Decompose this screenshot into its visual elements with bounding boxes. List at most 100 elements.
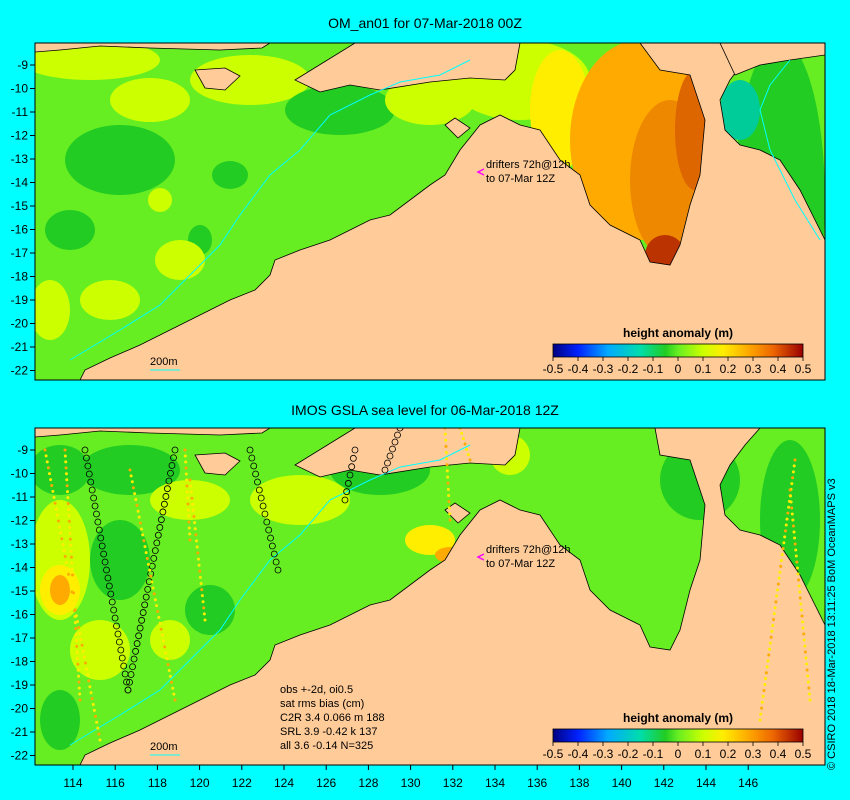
colorbar-tick-label: 0.5 <box>795 747 812 761</box>
lat-tick-label: -22 <box>11 749 29 763</box>
lat-tick-label: -16 <box>11 608 29 622</box>
colorbar-tick-label: 0.4 <box>770 747 787 761</box>
lat-tick-label: -20 <box>11 702 29 716</box>
lat-tick-label: -9 <box>17 443 28 457</box>
lon-tick-label: 128 <box>358 776 378 790</box>
colorbar-tick-label: -0.3 <box>593 747 614 761</box>
lon-axis: 114 116 118 120 122 124 126 128 130 132 134 136 138 1… <box>63 765 759 790</box>
lat-tick-label: -20 <box>11 317 29 331</box>
colorbar-tick-label: 0.2 <box>720 362 737 376</box>
lon-tick-label: 114 <box>63 776 82 790</box>
top-drifters-line1: drifters 72h@12h <box>486 159 571 171</box>
obs-line1: obs +-2d, oi0.5 <box>280 684 353 696</box>
colorbar-tick-label: 0.2 <box>720 747 737 761</box>
lat-tick-label: -9 <box>17 58 28 72</box>
top-map-frame <box>34 42 826 381</box>
colorbar-tick-label: -0.4 <box>568 362 589 376</box>
lon-tick-label: 138 <box>569 776 589 790</box>
lat-tick-label: -21 <box>11 340 29 354</box>
lon-tick-label: 142 <box>654 776 674 790</box>
colorbar-tick-label: -0.3 <box>593 362 614 376</box>
top-legend-title: height anomaly (m) <box>623 326 733 340</box>
lon-tick-label: 130 <box>401 776 421 790</box>
colorbar-tick-label: 0.5 <box>795 362 812 376</box>
lat-tick-label: -15 <box>11 584 29 598</box>
lat-tick-label: -19 <box>11 678 29 692</box>
colorbar-tick-label: -0.1 <box>643 362 664 376</box>
obs-line2: sat rms bias (cm) <box>280 698 364 710</box>
lat-tick-label: -11 <box>12 490 29 504</box>
lat-tick-label: -18 <box>11 270 29 284</box>
lon-tick-label: 118 <box>148 776 167 790</box>
colorbar-tick-label: 0.1 <box>695 747 712 761</box>
top-map <box>35 43 825 380</box>
colorbar-tick-label: -0.2 <box>618 362 639 376</box>
colorbar-tick-label: -0.5 <box>543 362 564 376</box>
colorbar-tick-label: 0.3 <box>745 362 762 376</box>
top-contour-label: 200m <box>150 356 178 368</box>
lat-tick-label: -12 <box>11 514 29 528</box>
bottom-drifters-line2: to 07-Mar 12Z <box>486 558 555 570</box>
top-panel-title: OM_an01 for 07-Mar-2018 00Z <box>328 15 522 31</box>
lon-tick-label: 116 <box>106 776 125 790</box>
land <box>35 43 825 380</box>
lon-tick-label: 144 <box>696 776 716 790</box>
bottom-lat-axis: -9 -10 -11 -12 -13 -14 -15 -16 -17 -18 -19 -20 -21 -2… <box>11 443 35 763</box>
lat-tick-label: -13 <box>11 537 29 551</box>
lon-tick-label: 124 <box>274 776 294 790</box>
bottom-map-frame <box>34 427 826 766</box>
obs-line4: SRL 3.9 -0.42 k 137 <box>280 726 377 738</box>
lat-tick-label: -10 <box>11 467 29 481</box>
bottom-contour-label: 200m <box>150 741 178 753</box>
lat-tick-label: -14 <box>11 176 29 190</box>
contour-200m <box>69 59 471 361</box>
bottom-colorbar <box>552 728 804 743</box>
lat-tick-label: -13 <box>11 152 29 166</box>
lat-tick-label: -11 <box>12 105 29 119</box>
lon-tick-label: 126 <box>316 776 336 790</box>
drifter-marker-bottom <box>476 553 485 561</box>
obs-line3: C2R 3.4 0.066 m 188 <box>280 712 385 724</box>
land-bottom <box>35 428 825 765</box>
colorbar-tick-label: 0.4 <box>770 362 787 376</box>
lat-tick-label: -16 <box>11 223 29 237</box>
lon-tick-label: 132 <box>443 776 463 790</box>
lat-tick-label: -17 <box>11 246 29 260</box>
bottom-drifters-line1: drifters 72h@12h <box>486 544 571 556</box>
colorbar-tick-label: -0.2 <box>618 747 639 761</box>
lat-tick-label: -10 <box>11 82 29 96</box>
contour-200m-bottom <box>69 444 471 746</box>
top-lat-axis: -9 -10 -11 -12 -13 -14 -15 -16 -17 -18 -19 -20 -21 -2… <box>11 58 35 378</box>
top-colorbar-ticks: -0.5 -0.4 -0.3 -0.2 -0.1 0 0.1 0.2 0.3 0.4 0.5 <box>543 357 812 376</box>
lon-tick-label: 120 <box>190 776 210 790</box>
lat-tick-label: -14 <box>11 561 29 575</box>
bottom-panel-title: IMOS GSLA sea level for 06-Mar-2018 12Z <box>291 402 559 418</box>
lat-tick-label: -19 <box>11 293 29 307</box>
lon-tick-label: 146 <box>738 776 758 790</box>
colorbar-tick-label: -0.1 <box>643 747 664 761</box>
top-drifters-line2: to 07-Mar 12Z <box>486 173 555 185</box>
lat-tick-label: -22 <box>11 364 29 378</box>
obs-line5: all 3.6 -0.14 N=325 <box>280 740 373 752</box>
colorbar-tick-label: -0.5 <box>543 747 564 761</box>
lat-tick-label: -17 <box>11 631 29 645</box>
lon-tick-label: 122 <box>232 776 252 790</box>
drifter-marker <box>476 168 485 176</box>
bottom-legend-title: height anomaly (m) <box>623 711 733 725</box>
bottom-map <box>35 428 825 765</box>
lat-tick-label: -21 <box>11 725 29 739</box>
bottom-colorbar-ticks: -0.5 -0.4 -0.3 -0.2 -0.1 0 0.1 0.2 0.3 0.4 0.5 <box>543 742 812 761</box>
colorbar-tick-label: 0.3 <box>745 747 762 761</box>
colorbar-tick-label: -0.4 <box>568 747 589 761</box>
colorbar-tick-label: 0 <box>675 747 682 761</box>
lat-tick-label: -12 <box>11 129 29 143</box>
satellite-tracks <box>43 428 812 742</box>
colorbar-tick-label: 0.1 <box>695 362 712 376</box>
lon-tick-label: 136 <box>527 776 547 790</box>
credit-text: © CSIRO 2018 18-Mar-2018 13:11:25 BoM Oc… <box>826 478 838 770</box>
lat-tick-label: -15 <box>11 199 29 213</box>
colorbar-tick-label: 0 <box>675 362 682 376</box>
obs-stats: obs +-2d, oi0.5 sat rms bias (cm) C2R 3.… <box>280 684 385 752</box>
lon-tick-label: 134 <box>485 776 505 790</box>
